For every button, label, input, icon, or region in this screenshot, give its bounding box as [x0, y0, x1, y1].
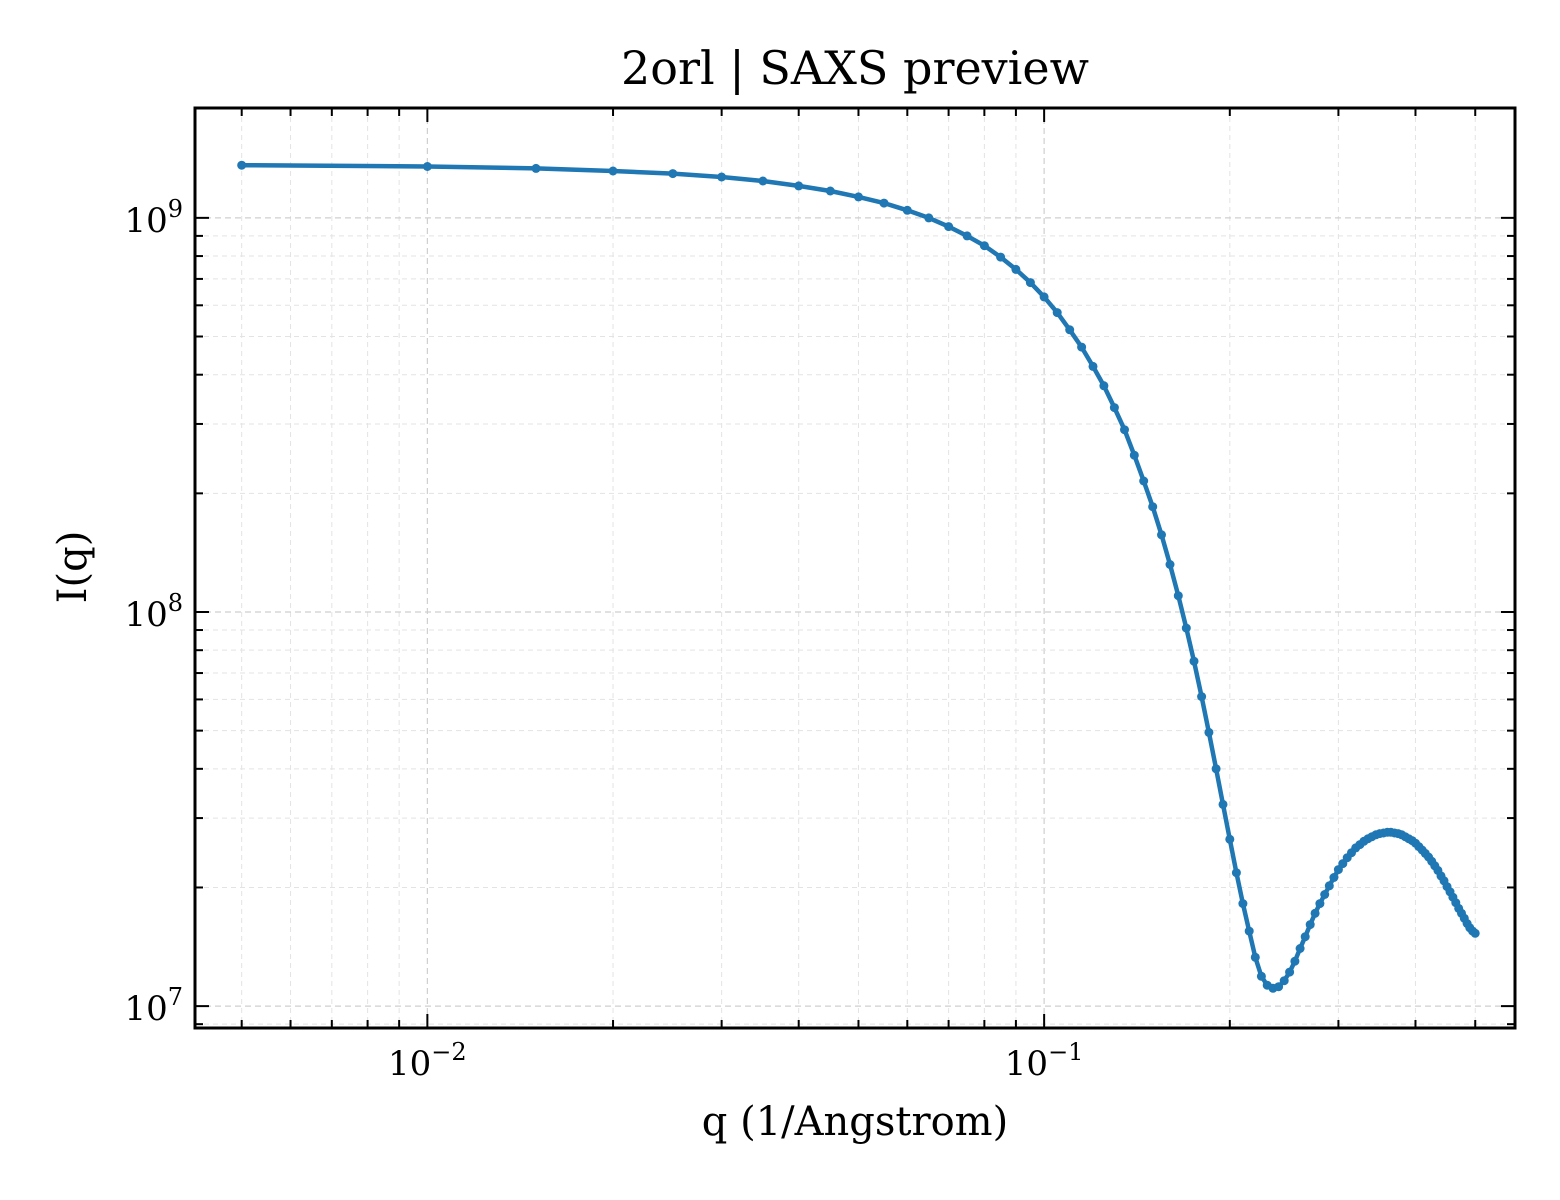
- data-point: [1109, 403, 1119, 413]
- data-point: [717, 172, 727, 182]
- data-point: [1039, 292, 1049, 302]
- data-point: [1305, 920, 1315, 930]
- data-point: [608, 166, 618, 176]
- data-point: [1173, 591, 1183, 601]
- data-point: [237, 160, 247, 170]
- data-point: [1139, 476, 1149, 486]
- data-point: [531, 163, 541, 173]
- y-axis-label: I(q): [50, 531, 96, 604]
- axis-tick-labels: 10−2 10−1 107 108 109: [124, 195, 1083, 1084]
- data-point: [1129, 450, 1139, 460]
- data-point: [758, 176, 768, 186]
- data-point: [1279, 976, 1289, 986]
- axis-ticks: [195, 108, 1515, 1028]
- data-point: [1285, 967, 1295, 977]
- data-point: [879, 198, 889, 208]
- y-tick-label: 107: [124, 983, 183, 1029]
- data-point: [944, 222, 954, 232]
- data-point: [1148, 502, 1158, 512]
- data-point: [1204, 727, 1214, 737]
- data-point: [1238, 899, 1248, 909]
- y-tick-label: 109: [124, 195, 183, 241]
- data-point: [979, 241, 989, 251]
- data-point: [1099, 381, 1109, 391]
- data-point: [1295, 944, 1305, 953]
- data-point: [1157, 530, 1166, 540]
- data-point: [1197, 692, 1207, 702]
- data-point: [1225, 834, 1235, 844]
- data-point: [1290, 956, 1300, 966]
- y-tick-label: 108: [124, 589, 183, 635]
- data-point: [825, 186, 835, 196]
- data-point: [1052, 308, 1062, 318]
- x-tick-label: 10−1: [1005, 1038, 1084, 1084]
- data-point: [1011, 264, 1021, 274]
- data-point: [1300, 932, 1310, 942]
- data-point: [1329, 873, 1339, 882]
- data-point: [1025, 278, 1035, 288]
- data-point: [996, 252, 1006, 262]
- data-point: [962, 231, 972, 241]
- x-tick-label: 10−2: [388, 1038, 467, 1084]
- chart-title: 2orl | SAXS preview: [621, 41, 1089, 95]
- series-group: [237, 160, 1480, 993]
- data-point: [668, 169, 678, 179]
- data-point: [1065, 325, 1075, 335]
- data-point: [422, 162, 432, 171]
- data-point: [1120, 425, 1129, 435]
- data-point: [1244, 926, 1254, 936]
- data-point: [1315, 899, 1325, 909]
- data-point: [1231, 868, 1241, 878]
- data-point: [854, 192, 863, 202]
- data-point: [1320, 890, 1330, 899]
- data-point: [1256, 971, 1266, 981]
- data-point: [1274, 982, 1284, 992]
- data-point: [1088, 361, 1098, 371]
- data-point: [1165, 560, 1175, 569]
- grid: [195, 108, 1515, 1028]
- x-axis-label: q (1/Angstrom): [702, 1099, 1008, 1145]
- data-point: [794, 181, 804, 191]
- data-point: [1181, 623, 1191, 633]
- data-point: [1250, 952, 1260, 962]
- data-point: [1211, 764, 1221, 774]
- data-point: [1470, 928, 1480, 938]
- data-point: [1189, 656, 1199, 666]
- data-point: [1077, 342, 1087, 352]
- plot-frame: [193, 106, 1517, 1030]
- data-point: [1324, 881, 1334, 891]
- data-point: [1218, 799, 1228, 809]
- data-point: [924, 213, 934, 223]
- data-point: [902, 205, 912, 215]
- data-point: [1310, 908, 1320, 918]
